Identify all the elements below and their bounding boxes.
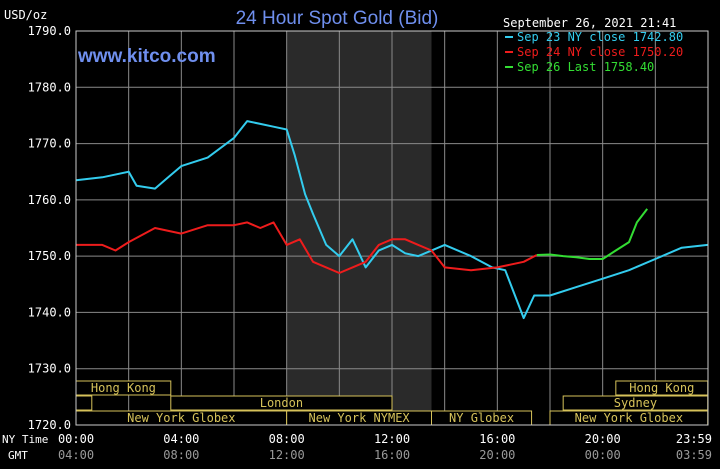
session-label: New York Globex (127, 411, 235, 425)
session-box-frame (75, 395, 93, 411)
x-tick-label-ny: 08:00 (269, 432, 305, 446)
session-label: Sydney (614, 396, 657, 410)
x-tick-label-ny: 12:00 (374, 432, 410, 446)
y-tick-label: 1740.0 (28, 305, 71, 319)
y-tick-label: 1780.0 (28, 80, 71, 94)
x-tick-label-gmt: 16:00 (374, 448, 410, 462)
y-tick-label: 1720.0 (28, 418, 71, 432)
x-tick-label-gmt: 03:59 (676, 448, 712, 462)
x-tick-labels: 00:00 04:00 04:00 08:00 08:00 12:00 12:00 16:00… (58, 432, 712, 462)
y-tick-labels: 1720.0 1730.0 1740.0 1750.0 1760.0 1770.0 1780… (28, 24, 71, 432)
y-tick-label: 1770.0 (28, 137, 71, 151)
session-label: NY Globex (449, 411, 514, 425)
session-box (75, 395, 93, 411)
x-tick-label-ny: 20:00 (585, 432, 621, 446)
market-sessions: Hong Kong London New York Globex New York N… (75, 380, 709, 426)
x-tick-label-gmt: 08:00 (163, 448, 199, 462)
session-box: New York Globex (549, 410, 709, 426)
series-line (75, 120, 708, 320)
x-tick-label-ny: 23:59 (676, 432, 712, 446)
session-box: Hong Kong (75, 380, 172, 396)
session-box-frame (170, 395, 393, 411)
y-tick-label: 1750.0 (28, 249, 71, 263)
ny-time-label: NY Time (2, 433, 48, 446)
series-lines (75, 120, 708, 320)
date-label: September 26, 2021 21:41 (503, 16, 676, 30)
nymex-shaded-region (286, 31, 432, 425)
x-tick-label-ny: 16:00 (479, 432, 515, 446)
session-label: New York Globex (575, 411, 683, 425)
legend-entry: Sep 24 NY close 1750.20 (517, 45, 683, 59)
session-box: New York NYMEX (286, 410, 432, 426)
legend-entry: Sep 23 NY close 1742.80 (517, 30, 683, 44)
session-box: New York Globex (75, 410, 288, 426)
x-tick-label-gmt: 20:00 (479, 448, 515, 462)
watermark-text: www.kitco.com (77, 46, 216, 67)
x-tick-label-gmt: 00:00 (585, 448, 621, 462)
x-tick-label-gmt: 12:00 (269, 448, 305, 462)
chart-title: 24 Hour Spot Gold (Bid) (236, 8, 439, 29)
series-line (76, 221, 538, 274)
session-label: London (260, 396, 303, 410)
plot-border (75, 30, 709, 426)
legend-entry: Sep 26 Last 1758.40 (517, 60, 654, 74)
gmt-label: GMT (8, 449, 28, 462)
session-label: New York NYMEX (309, 411, 411, 425)
session-box: NY Globex (431, 410, 533, 426)
x-tick-label-ny: 04:00 (163, 432, 199, 446)
x-tick-label-ny: 00:00 (58, 432, 94, 446)
y-tick-label: 1760.0 (28, 193, 71, 207)
series-line (536, 208, 648, 260)
x-tick-label-gmt: 04:00 (58, 448, 94, 462)
y-tick-label: 1790.0 (28, 24, 71, 38)
session-box: Sydney (562, 395, 709, 411)
session-box: London (170, 395, 393, 411)
session-label: Hong Kong (91, 381, 156, 395)
session-label: Hong Kong (629, 381, 694, 395)
session-box: Hong Kong (615, 380, 709, 396)
y-axis-label: USD/oz (4, 8, 47, 22)
y-tick-label: 1730.0 (28, 362, 71, 376)
